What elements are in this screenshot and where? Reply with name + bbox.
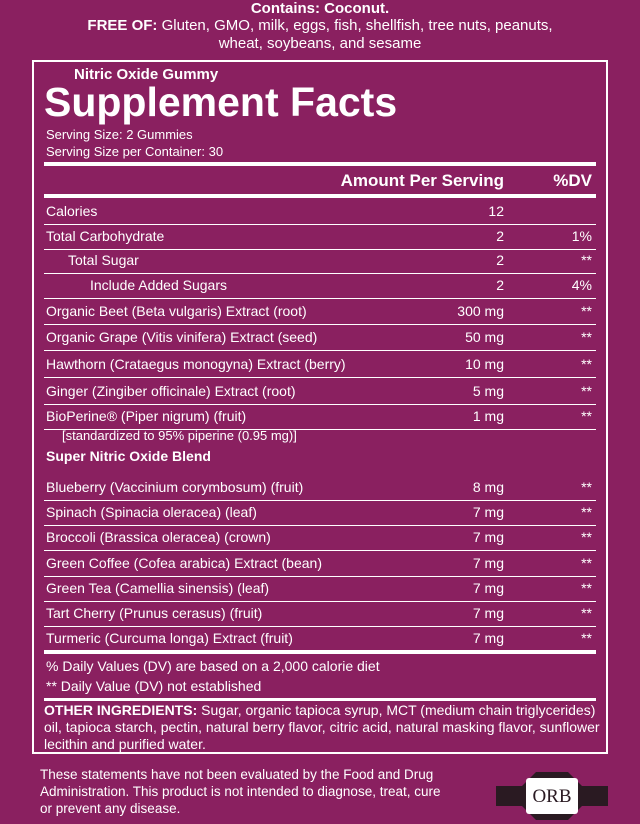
row: Green Coffee (Cofea arabica) Extract (be… <box>44 551 596 577</box>
amount: 7 mg <box>472 554 504 571</box>
row: Calories 12 <box>44 199 596 225</box>
servings-per-container: Serving Size per Container: 30 <box>46 144 224 159</box>
ingredient-name: Include Added Sugars <box>90 277 227 293</box>
daily-value: ** <box>581 529 592 546</box>
ingredient-name: Tart Cherry (Prunus cerasus) (fruit) <box>46 605 263 621</box>
other-text: Sugar, organic tapioca syrup, MCT (mediu… <box>44 702 600 752</box>
ingredient-name: Green Coffee (Cofea arabica) Extract (be… <box>46 554 322 571</box>
ingredient-name: Calories <box>46 203 98 219</box>
divider <box>44 650 596 654</box>
daily-value: ** <box>581 504 592 521</box>
ingredient-name: Organic Beet (Beta vulgaris) Extract (ro… <box>46 303 307 319</box>
column-amount: Amount Per Serving <box>340 171 504 190</box>
amount: 7 mg <box>472 529 504 546</box>
amount: 2 <box>496 252 504 268</box>
daily-value: 1% <box>571 228 592 244</box>
daily-value: ** <box>581 554 592 571</box>
serving-size: Serving Size: 2 Gummies <box>46 127 193 142</box>
ingredient-name: Broccoli (Brassica oleracea) (crown) <box>46 529 271 546</box>
blend-title: Super Nitric Oxide Blend <box>46 448 211 464</box>
daily-value: ** <box>581 329 592 345</box>
row: Hawthorn (Crataegus monogyna) Extract (b… <box>44 352 596 378</box>
daily-value: ** <box>581 303 592 319</box>
title: Supplement Facts <box>44 79 398 125</box>
ingredient-name: Spinach (Spinacia oleracea) (leaf) <box>46 504 257 521</box>
other-ingredients: OTHER INGREDIENTS: Sugar, organic tapioc… <box>44 702 604 753</box>
ingredient-name: Organic Grape (Vitis vinifera) Extract (… <box>46 329 318 345</box>
logo-plate <box>526 778 578 814</box>
daily-value: 4% <box>571 277 592 293</box>
row: Tart Cherry (Prunus cerasus) (fruit) 7 mg… <box>44 601 596 627</box>
row: Total Carbohydrate 2 1% <box>44 224 596 250</box>
amount: 10 mg <box>465 356 504 372</box>
logo: ORB <box>496 772 608 820</box>
row: Ginger (Zingiber officinale) Extract (ro… <box>44 379 596 405</box>
daily-value: ** <box>581 605 592 621</box>
amount: 50 mg <box>465 329 504 345</box>
row: Turmeric (Curcuma longa) Extract (fruit)… <box>44 626 596 653</box>
ingredient-name: Total Sugar <box>68 252 139 268</box>
amount: 300 mg <box>457 303 504 319</box>
ingredient-name: Ginger (Zingiber officinale) Extract (ro… <box>46 383 296 399</box>
daily-value: ** <box>581 579 592 596</box>
row: Organic Grape (Vitis vinifera) Extract (… <box>44 325 596 351</box>
logo-text: ORB <box>532 786 571 807</box>
row: Include Added Sugars 2 4% <box>44 273 596 299</box>
amount: 8 mg <box>472 479 504 495</box>
divider <box>44 162 596 166</box>
ingredient-name: Blueberry (Vaccinium corymbosum) (fruit) <box>46 479 304 495</box>
amount: 7 mg <box>472 504 504 521</box>
column-dv: %DV <box>553 171 592 190</box>
row: BioPerine® (Piper nigrum) (fruit) 1 mg ** <box>44 404 596 430</box>
row: Organic Beet (Beta vulgaris) Extract (ro… <box>44 299 596 325</box>
row: Green Tea (Camellia sinensis) (leaf) 7 mg… <box>44 576 596 602</box>
row: Spinach (Spinacia oleracea) (leaf) 7 mg ** <box>44 500 596 527</box>
amount: 1 mg <box>472 408 504 424</box>
divider <box>44 194 596 198</box>
disclaimer: These statements have not been evaluated… <box>40 767 441 816</box>
column-header: Amount Per Serving %DV <box>44 168 596 193</box>
amount: 7 mg <box>472 605 504 621</box>
daily-value: ** <box>581 408 592 424</box>
ingredient-name: Green Tea (Camellia sinensis) (leaf) <box>46 579 270 596</box>
amount: 2 <box>496 277 504 293</box>
amount: 12 <box>488 203 504 219</box>
ingredient-name: Total Carbohydrate <box>46 228 165 244</box>
subtitle: Nitric Oxide Gummy <box>74 66 219 83</box>
row: Total Sugar 2 ** <box>44 248 596 274</box>
row: Broccoli (Brassica oleracea) (crown) 7 mg… <box>44 525 596 552</box>
contains: Contains: Coconut. <box>250 0 390 17</box>
supplement-panel: Nitric Oxide Gummy Supplement Facts Serv… <box>32 60 608 754</box>
free-of-text: Gluten, GMO, milk, eggs, fish, shellfish… <box>161 17 553 52</box>
daily-value: ** <box>581 383 592 399</box>
footnote: ** Daily Value (DV) not established <box>46 678 262 694</box>
ingredient-name: Hawthorn (Crataegus monogyna) Extract (b… <box>46 356 346 372</box>
daily-value: ** <box>581 479 592 495</box>
ingredient-name: Turmeric (Curcuma longa) Extract (fruit) <box>46 630 293 647</box>
note: [standardized to 95% piperine (0.95 mg)] <box>62 428 297 443</box>
amount: 2 <box>496 228 504 244</box>
amount: 5 mg <box>472 383 504 399</box>
row: Blueberry (Vaccinium corymbosum) (fruit)… <box>44 475 596 501</box>
daily-value: ** <box>581 356 592 372</box>
free-of: FREE OF: Gluten, GMO, milk, eggs, fish, … <box>70 17 570 53</box>
other-label: OTHER INGREDIENTS: <box>44 702 198 718</box>
free-of-label: FREE OF: <box>87 17 158 34</box>
amount: 7 mg <box>472 579 504 596</box>
ingredient-name: BioPerine® (Piper nigrum) (fruit) <box>46 408 247 424</box>
daily-value: ** <box>581 252 592 268</box>
amount: 7 mg <box>472 630 504 647</box>
divider <box>44 698 596 701</box>
daily-value: ** <box>581 630 592 647</box>
footnote: % Daily Values (DV) are based on a 2,000… <box>46 658 380 674</box>
